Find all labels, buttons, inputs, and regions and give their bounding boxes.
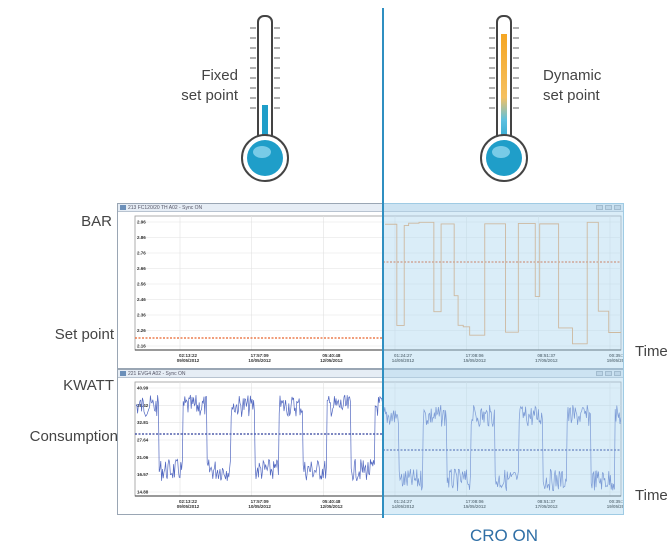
kwatt-label: KWATT bbox=[63, 377, 114, 394]
y-tick-label: 2.76 bbox=[137, 251, 146, 256]
x-tick-time: 08:51:37 bbox=[537, 499, 556, 504]
x-tick-time: 00:35:11 bbox=[609, 499, 623, 504]
y-tick-label: 2.86 bbox=[137, 235, 146, 240]
y-tick-label: 2.36 bbox=[137, 313, 146, 318]
window-app-icon bbox=[120, 371, 126, 376]
pressure-chart: 2.96 2.86 2.76 2.66 2.56 2.46 2.36 2.26 2.16 02:1… bbox=[134, 215, 623, 363]
y-tick-label: 40.99 bbox=[137, 386, 149, 391]
pressure-chart-window: 213 FC120/20 TH A02 - Sync ON 2.96 2.86 2.… bbox=[117, 203, 624, 369]
x-tick-date: 12/05/2012 bbox=[320, 504, 343, 509]
y-tick-label: 14.88 bbox=[137, 490, 149, 495]
window-app-icon bbox=[120, 205, 126, 210]
x-tick-date: 10/05/2012 bbox=[248, 358, 271, 363]
y-tick-label: 2.66 bbox=[137, 266, 146, 271]
x-tick-time: 02:13:22 bbox=[179, 353, 198, 358]
x-tick-date: 12/05/2012 bbox=[320, 358, 343, 363]
x-tick-date: 15/05/2012 bbox=[463, 358, 486, 363]
maximize-button[interactable] bbox=[605, 371, 612, 376]
x-tick-time: 01:24:27 bbox=[394, 353, 413, 358]
fixed-set-point-label: Fixed set point bbox=[150, 66, 238, 106]
pressure-trace bbox=[385, 221, 621, 345]
maximize-button[interactable] bbox=[605, 205, 612, 210]
x-tick-time: 08:51:37 bbox=[537, 353, 556, 358]
x-tick-date: 17/05/2012 bbox=[535, 358, 558, 363]
x-tick-date: 14/05/2012 bbox=[392, 358, 415, 363]
x-tick-time: 05:40:48 bbox=[322, 499, 341, 504]
y-tick-label: 2.46 bbox=[137, 297, 146, 302]
x-tick-date: 10/05/2012 bbox=[248, 504, 271, 509]
y-tick-label: 2.56 bbox=[137, 282, 146, 287]
dynamic-set-point-label: Dynamic set point bbox=[543, 66, 601, 106]
cro-divider-line bbox=[382, 8, 384, 518]
y-tick-label: 2.26 bbox=[137, 328, 146, 333]
power-chart-window: 221 EVG4 A02 - Sync ON 40.99 38.42 32.81 27… bbox=[117, 369, 624, 515]
x-tick-time: 01:24:27 bbox=[394, 499, 413, 504]
dynamic-label-line-2: set point bbox=[543, 87, 600, 104]
x-tick-date: 09/05/2012 bbox=[177, 358, 200, 363]
minimize-button[interactable] bbox=[596, 205, 603, 210]
x-tick-date: 14/05/2012 bbox=[392, 504, 415, 509]
bar-label: BAR bbox=[81, 213, 112, 230]
power-window-title: 221 EVG4 A02 - Sync ON bbox=[128, 371, 186, 377]
pressure-window-titlebar: 213 FC120/20 TH A02 - Sync ON bbox=[118, 204, 623, 212]
cro-on-region bbox=[383, 203, 624, 515]
x-tick-time: 00:35:11 bbox=[609, 353, 623, 358]
y-tick-label: 16.57 bbox=[137, 472, 149, 477]
y-tick-label: 2.96 bbox=[137, 220, 146, 225]
minimize-button[interactable] bbox=[596, 371, 603, 376]
x-tick-time: 02:13:22 bbox=[179, 499, 198, 504]
fixed-label-line-2: set point bbox=[181, 87, 238, 104]
x-tick-time: 17:08:06 bbox=[466, 353, 485, 358]
y-tick-label: 27.64 bbox=[137, 438, 149, 443]
y-tick-label: 21.06 bbox=[137, 455, 149, 460]
x-tick-time: 05:40:48 bbox=[322, 353, 341, 358]
fixed-thermometer-icon bbox=[241, 15, 289, 182]
cro-on-label: CRO ON bbox=[470, 526, 538, 545]
close-button[interactable] bbox=[614, 205, 621, 210]
x-tick-date: 17/05/2012 bbox=[535, 504, 558, 509]
x-tick-time: 17:08:06 bbox=[466, 499, 485, 504]
dynamic-label-line-1: Dynamic bbox=[543, 67, 602, 84]
y-tick-label: 2.16 bbox=[137, 344, 146, 349]
dynamic-thermometer-icon bbox=[480, 15, 528, 182]
power-trace bbox=[135, 394, 622, 492]
y-tick-label: 32.81 bbox=[137, 420, 149, 425]
consumption-label: Consumption bbox=[29, 428, 118, 445]
x-tick-date: 19/05/2012 bbox=[607, 504, 623, 509]
x-tick-time: 17:57:09 bbox=[251, 499, 270, 504]
time-label-top: Time bbox=[635, 343, 668, 360]
y-tick-label: 38.42 bbox=[137, 403, 149, 408]
power-chart: 40.99 38.42 32.81 27.64 21.06 16.57 14.88 02:13… bbox=[134, 381, 623, 509]
x-tick-date: 09/05/2012 bbox=[177, 504, 200, 509]
x-tick-date: 19/05/2012 bbox=[607, 358, 623, 363]
pressure-window-title: 213 FC120/20 TH A02 - Sync ON bbox=[128, 205, 203, 211]
power-window-titlebar: 221 EVG4 A02 - Sync ON bbox=[118, 370, 623, 378]
set-point-label: Set point bbox=[54, 326, 114, 343]
fixed-label-line-1: Fixed bbox=[201, 67, 238, 84]
x-tick-date: 15/05/2012 bbox=[463, 504, 486, 509]
time-label-bottom: Time bbox=[635, 487, 668, 504]
x-tick-time: 17:57:09 bbox=[251, 353, 270, 358]
close-button[interactable] bbox=[614, 371, 621, 376]
